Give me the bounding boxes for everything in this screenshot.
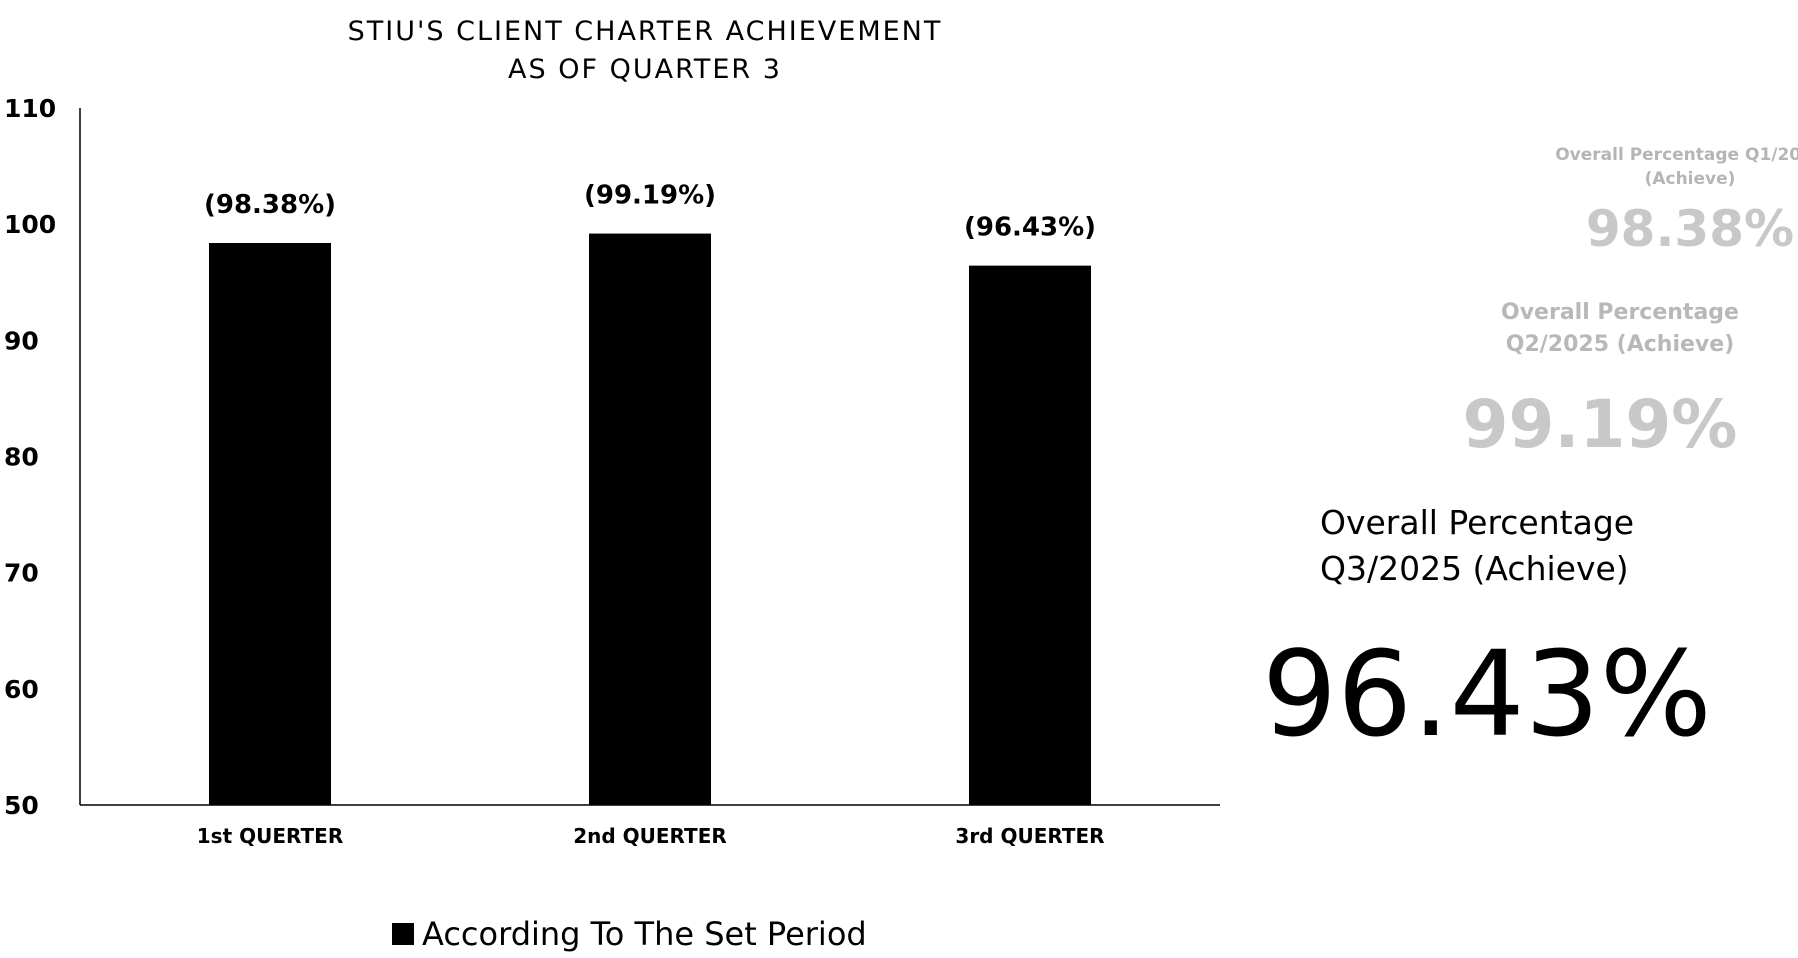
x-tick-label: 1st QUERTER (197, 824, 343, 848)
bar-chart: 50 60 70 80 90 100 110 (98.38%) 1st QUERTER (99.1… (4, 94, 1220, 848)
legend-swatch (392, 923, 414, 945)
q3-summary-label-line-1: Overall Percentage (1320, 503, 1635, 542)
chart-title-line-1: STIU'S CLIENT CHARTER ACHIEVEMENT (347, 16, 943, 47)
q2-summary-label: Overall Percentage Q2/2025 (Achieve) (1460, 297, 1780, 361)
y-tick-label: 50 (4, 791, 39, 820)
y-tick-label: 110 (4, 94, 56, 123)
q2-summary-label-line-2: Q2/2025 (Achieve) (1505, 332, 1735, 357)
bar-data-label: (98.38%) (204, 190, 336, 220)
y-tick-label: 60 (4, 675, 39, 704)
bar (969, 265, 1091, 805)
y-tick-label: 100 (4, 210, 56, 239)
chart-legend: According To The Set Period (392, 915, 867, 953)
q1-summary-label-line-2: (Achieve) (1644, 169, 1736, 189)
legend-label: According To The Set Period (422, 915, 867, 953)
q3-summary-label-line-2: Q3/2025 (Achieve) (1320, 549, 1629, 588)
bar-data-label: (96.43%) (964, 213, 1096, 243)
y-tick-label: 80 (4, 443, 39, 472)
q1-summary-value: 98.38% (1585, 200, 1795, 258)
bar (209, 242, 331, 806)
chart-title-line-2: AS OF QUARTER 3 (508, 54, 782, 85)
q1-summary-label: Overall Percentage Q1/2025 (Achieve) (1510, 143, 1798, 191)
q2-summary-label-line-1: Overall Percentage (1501, 300, 1739, 325)
x-tick-label: 2nd QUERTER (573, 824, 727, 848)
q3-summary-value: 96.43% (1262, 625, 1712, 763)
bar (589, 233, 711, 805)
q2-summary-value: 99.19% (1462, 386, 1738, 463)
y-tick-label: 90 (4, 326, 39, 355)
y-tick-label: 70 (4, 559, 39, 588)
q1-summary-label-line-1: Overall Percentage Q1/2025 (1555, 145, 1798, 165)
x-tick-label: 3rd QUERTER (955, 824, 1104, 848)
q3-summary-label: Overall Percentage Q3/2025 (Achieve) (1320, 500, 1700, 592)
bar-data-label: (99.19%) (584, 181, 716, 211)
